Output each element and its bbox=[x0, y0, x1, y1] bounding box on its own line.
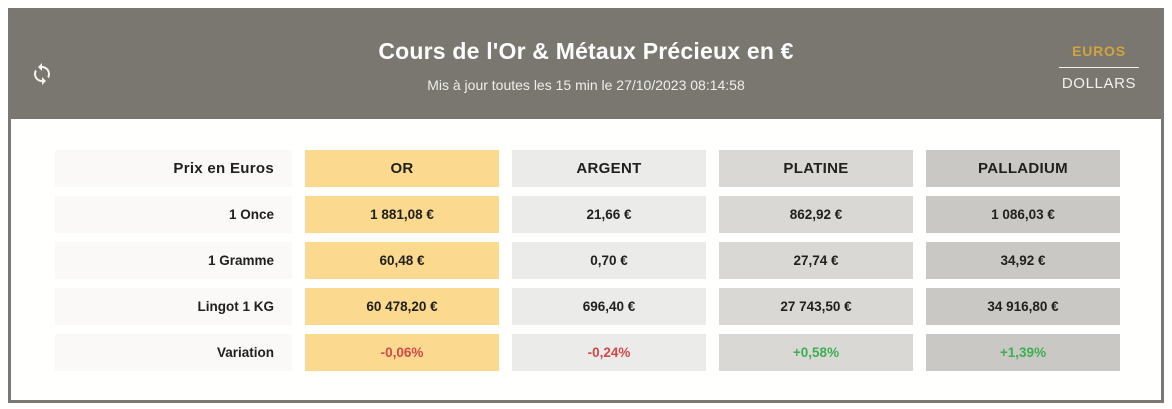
variation-or: -0,06% bbox=[305, 334, 499, 371]
widget-header: Cours de l'Or & Métaux Précieux en € Mis… bbox=[11, 11, 1161, 119]
column-header-palladium: PALLADIUM bbox=[926, 150, 1120, 187]
column-header-argent: ARGENT bbox=[512, 150, 706, 187]
price-once-platine: 862,92 € bbox=[719, 196, 913, 233]
price-lingot-or: 60 478,20 € bbox=[305, 288, 499, 325]
price-once-or: 1 881,08 € bbox=[305, 196, 499, 233]
row-label-variation: Variation bbox=[55, 334, 292, 371]
price-lingot-palladium: 34 916,80 € bbox=[926, 288, 1120, 325]
price-gramme-or: 60,48 € bbox=[305, 242, 499, 279]
page-title: Cours de l'Or & Métaux Précieux en € bbox=[378, 38, 794, 64]
price-once-argent: 21,66 € bbox=[512, 196, 706, 233]
column-header-or: OR bbox=[305, 150, 499, 187]
currency-toggle-divider bbox=[1059, 67, 1139, 68]
row-label-lingot: Lingot 1 KG bbox=[55, 288, 292, 325]
header-titles: Cours de l'Or & Métaux Précieux en € Mis… bbox=[11, 11, 1161, 93]
variation-platine: +0,58% bbox=[719, 334, 913, 371]
gold-price-widget: Cours de l'Or & Métaux Précieux en € Mis… bbox=[8, 8, 1164, 403]
currency-option-dollars[interactable]: DOLLARS bbox=[1061, 75, 1137, 92]
price-gramme-palladium: 34,92 € bbox=[926, 242, 1120, 279]
price-lingot-platine: 27 743,50 € bbox=[719, 288, 913, 325]
price-lingot-argent: 696,40 € bbox=[512, 288, 706, 325]
row-label-gramme: 1 Gramme bbox=[55, 242, 292, 279]
currency-toggle: EUROS DOLLARS bbox=[1055, 43, 1143, 92]
variation-argent: -0,24% bbox=[512, 334, 706, 371]
price-once-palladium: 1 086,03 € bbox=[926, 196, 1120, 233]
price-gramme-platine: 27,74 € bbox=[719, 242, 913, 279]
last-updated-text: Mis à jour toutes les 15 min le 27/10/20… bbox=[427, 77, 745, 93]
variation-palladium: +1,39% bbox=[926, 334, 1120, 371]
currency-option-euros[interactable]: EUROS bbox=[1072, 43, 1126, 59]
price-gramme-argent: 0,70 € bbox=[512, 242, 706, 279]
refresh-sync-icon bbox=[30, 62, 54, 86]
column-header-platine: PLATINE bbox=[719, 150, 913, 187]
price-table: Prix en Euros OR ARGENT PLATINE PALLADIU… bbox=[11, 119, 1161, 371]
row-label-once: 1 Once bbox=[55, 196, 292, 233]
refresh-button[interactable] bbox=[27, 59, 57, 89]
corner-label: Prix en Euros bbox=[55, 150, 292, 187]
